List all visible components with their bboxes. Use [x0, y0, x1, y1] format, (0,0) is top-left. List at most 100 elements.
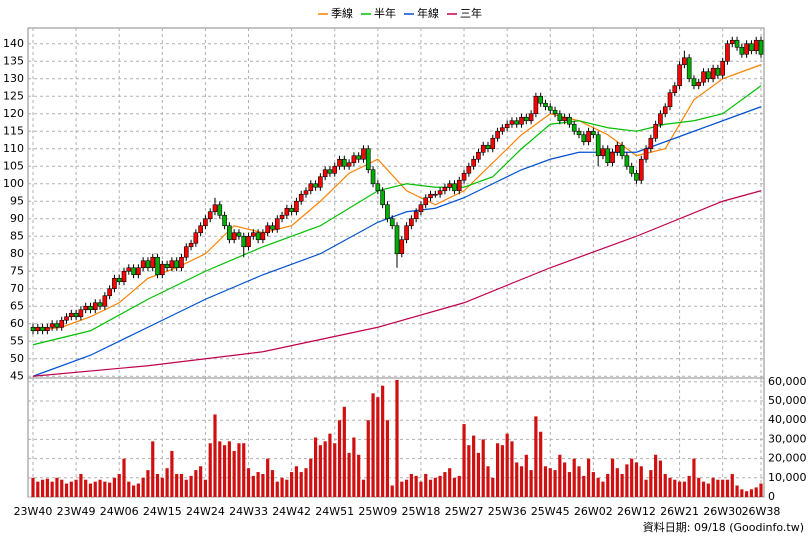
- y2-tick-label: 0: [768, 490, 775, 503]
- volume-bar: [639, 466, 643, 497]
- volume-bar: [64, 483, 69, 497]
- x-tick-label: 24W24: [186, 505, 225, 518]
- footer: 資料日期: 09/18 (Goodinfo.tw): [643, 520, 804, 534]
- volume-bar: [730, 473, 734, 497]
- volume-bar: [361, 479, 366, 497]
- x-tick-label: 26W21: [660, 505, 699, 518]
- volume-bar: [558, 454, 562, 497]
- candle-body: [504, 123, 510, 129]
- volume-bar: [553, 470, 557, 497]
- candle-body: [183, 246, 189, 258]
- candle-body: [313, 183, 318, 188]
- candle-body: [294, 200, 299, 213]
- candle-body: [227, 225, 232, 241]
- candle-body: [514, 120, 520, 125]
- candle-body: [380, 190, 385, 206]
- volume-bar: [472, 435, 476, 497]
- candle-body: [399, 239, 405, 255]
- volume-bar: [131, 485, 136, 497]
- y-tick-label: 130: [3, 72, 24, 85]
- candle-body: [509, 120, 515, 125]
- volume-bar: [270, 470, 275, 497]
- candle-body: [112, 277, 117, 290]
- volume-bar: [313, 437, 318, 497]
- legend-label: 年線: [417, 6, 439, 20]
- volume-bar: [625, 464, 629, 497]
- volume-bar: [668, 477, 672, 497]
- candle-body: [610, 151, 615, 164]
- y2-tick-label: 30,000: [768, 432, 807, 445]
- candle-body: [160, 263, 165, 276]
- volume-bar: [266, 458, 270, 497]
- candle-body: [605, 148, 611, 164]
- candle-body: [452, 183, 457, 192]
- volume-bar: [400, 481, 404, 497]
- ma-line: [32, 106, 762, 377]
- volume-bar: [701, 481, 706, 497]
- volume-bar: [452, 477, 457, 497]
- candle-body: [442, 186, 448, 192]
- volume-bar: [663, 473, 667, 497]
- volume-bar: [342, 406, 346, 497]
- volume-bar: [376, 397, 380, 497]
- volume-bar: [572, 458, 576, 497]
- volume-bar: [333, 443, 337, 497]
- candle-body: [188, 242, 194, 248]
- candle-body: [361, 148, 366, 160]
- volume-bar: [500, 445, 504, 497]
- candle-body: [365, 148, 371, 171]
- volume-bar: [443, 472, 447, 497]
- candle-body: [638, 158, 644, 181]
- candle-body: [667, 92, 673, 108]
- candle-body: [490, 137, 496, 150]
- candle-body: [547, 106, 553, 111]
- volume-bar: [697, 477, 701, 497]
- x-tick-label: 26W30: [703, 505, 742, 518]
- candle-body: [279, 214, 285, 220]
- volume-bar: [615, 468, 619, 497]
- y-tick-label: 110: [3, 142, 24, 155]
- candle-body: [40, 326, 45, 332]
- x-tick-label: 25W09: [358, 505, 397, 518]
- volume-bar: [634, 462, 639, 497]
- x-tick-label: 26W12: [617, 505, 656, 518]
- volume-bar: [256, 472, 260, 497]
- volume-bar: [596, 477, 600, 497]
- candle-body: [198, 225, 203, 234]
- y-tick-label: 100: [3, 177, 24, 190]
- candle-body: [749, 43, 754, 52]
- volume-bar: [155, 473, 160, 497]
- candle-body: [658, 113, 663, 125]
- candle-body: [662, 106, 668, 115]
- candle-body: [701, 71, 706, 83]
- volume-bar: [232, 450, 236, 497]
- y-tick-label: 140: [3, 37, 24, 50]
- candle-body: [528, 113, 534, 122]
- volume-bar: [677, 481, 682, 497]
- candle-body: [461, 172, 467, 181]
- volume-bar: [194, 470, 198, 497]
- volume-bar: [510, 441, 514, 497]
- y-tick-label: 95: [10, 194, 24, 207]
- candle-body: [270, 225, 275, 230]
- candle-body: [471, 158, 476, 167]
- y-tick-label: 45: [10, 369, 24, 382]
- volume-bar: [323, 441, 327, 497]
- volume-bar: [673, 479, 677, 497]
- y2-tick-label: 20,000: [768, 452, 807, 465]
- candle-body: [586, 130, 591, 143]
- y-tick-label: 60: [10, 317, 24, 330]
- volume-bar: [199, 466, 203, 497]
- volume-bar: [711, 477, 715, 497]
- candle-body: [500, 127, 505, 132]
- volume-bar: [491, 477, 495, 497]
- volume-bar: [606, 473, 610, 497]
- candle-body: [337, 158, 342, 167]
- candle-body: [308, 183, 314, 192]
- volume-bar: [419, 481, 423, 497]
- volume-bar: [630, 458, 634, 497]
- x-tick-label: 25W18: [402, 505, 441, 518]
- volume-bar: [45, 478, 49, 497]
- candle-body: [758, 39, 764, 55]
- candle-body: [394, 225, 400, 255]
